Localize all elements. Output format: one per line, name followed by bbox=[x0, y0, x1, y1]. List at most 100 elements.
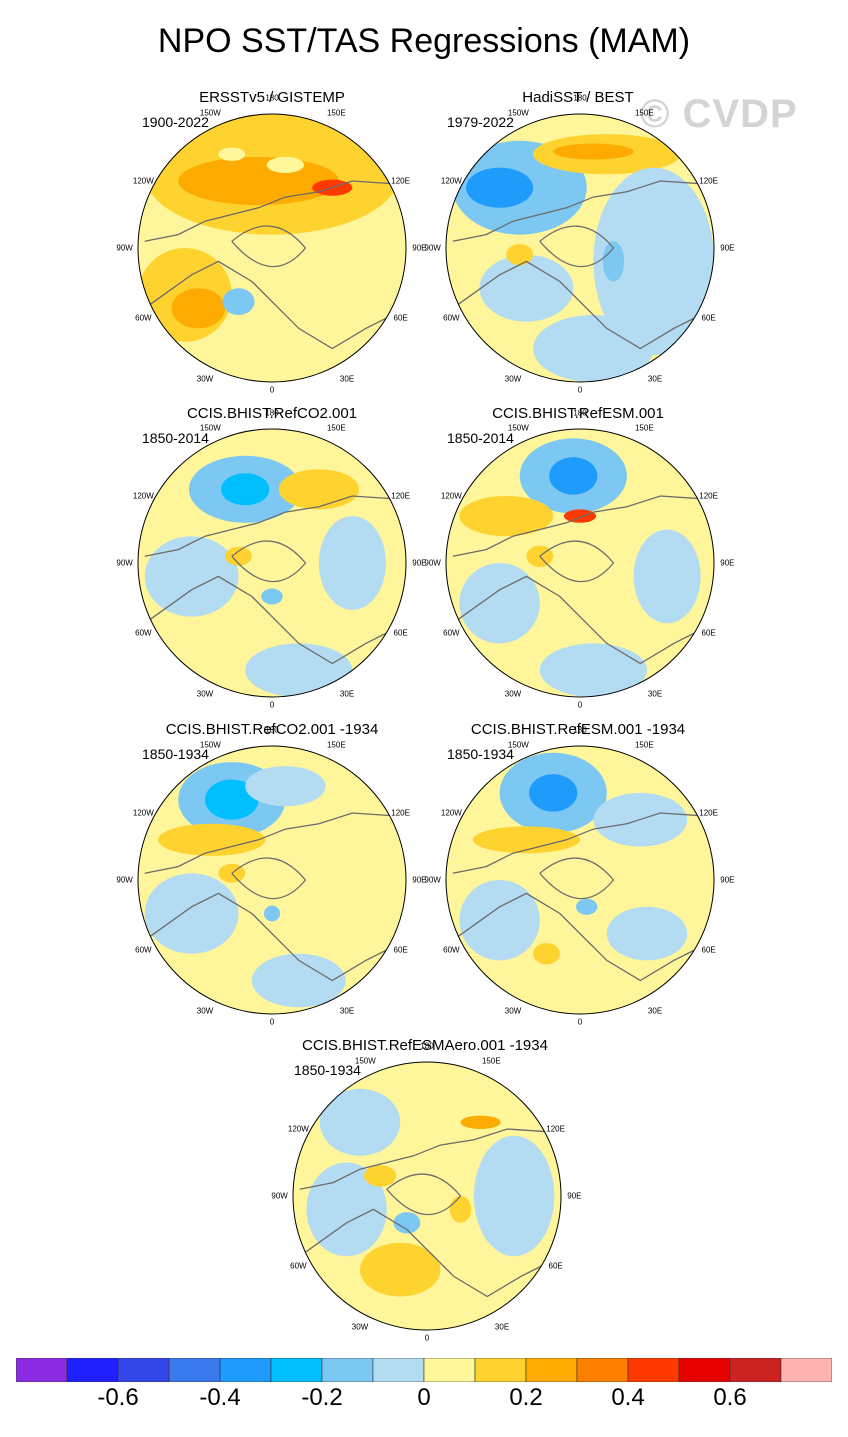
longitude-label: 120E bbox=[391, 176, 410, 186]
colorbar-swatch bbox=[525, 1358, 578, 1382]
colorbar-swatch bbox=[729, 1358, 782, 1382]
anomaly-region bbox=[459, 563, 540, 644]
longitude-label: 60E bbox=[701, 313, 716, 323]
colorbar-tick-label: 0.4 bbox=[611, 1384, 645, 1411]
longitude-label: 60W bbox=[135, 628, 152, 638]
anomaly-region bbox=[364, 1165, 397, 1187]
coastline bbox=[144, 180, 393, 242]
coastline bbox=[452, 575, 701, 665]
longitude-label: 0 bbox=[577, 385, 583, 395]
coastline bbox=[452, 495, 701, 557]
longitude-label: 180 bbox=[265, 725, 279, 735]
panel-title: CCIS.BHIST.RefESMAero.001 -1934 bbox=[302, 1037, 548, 1054]
panel-period: 1850-1934 bbox=[142, 746, 209, 762]
colorbar-swatch bbox=[627, 1358, 680, 1382]
colorbar-swatch bbox=[219, 1358, 272, 1382]
panel-period: 1850-1934 bbox=[447, 746, 514, 762]
longitude-label: 90E bbox=[412, 558, 427, 568]
panel-period: 1850-2014 bbox=[142, 430, 209, 446]
arctic-coastline bbox=[539, 857, 615, 900]
map-background bbox=[446, 429, 714, 697]
longitude-label: 60W bbox=[443, 945, 460, 955]
longitude-label: 120E bbox=[546, 1124, 565, 1134]
panel-period: 1900-2022 bbox=[142, 114, 209, 130]
coastline bbox=[452, 180, 701, 242]
longitude-label: 180 bbox=[573, 408, 587, 418]
anomaly-region bbox=[459, 880, 540, 961]
longitude-label: 150W bbox=[199, 108, 221, 118]
anomaly-region bbox=[526, 545, 554, 568]
arctic-coastline bbox=[386, 1173, 462, 1216]
anomaly-region bbox=[261, 588, 283, 605]
longitude-label: 150E bbox=[326, 423, 346, 433]
anomaly-region bbox=[553, 143, 634, 160]
panel-period: 1850-2014 bbox=[447, 430, 514, 446]
colorbar-swatch bbox=[270, 1358, 323, 1382]
longitude-label: 180 bbox=[420, 1041, 434, 1051]
anomaly-region bbox=[519, 438, 627, 514]
arctic-coastline bbox=[539, 540, 615, 583]
anomaly-region bbox=[563, 509, 597, 523]
longitude-label: 150W bbox=[507, 740, 529, 750]
anomaly-region bbox=[158, 823, 266, 856]
anomaly-region bbox=[472, 826, 580, 854]
colorbar-tick-label: -0.6 bbox=[97, 1384, 139, 1411]
longitude-label: 150E bbox=[326, 108, 346, 118]
anomaly-region bbox=[218, 147, 246, 161]
panel-period: 1979-2022 bbox=[447, 114, 514, 130]
anomaly-region bbox=[251, 953, 346, 1008]
longitude-label: 150E bbox=[326, 740, 346, 750]
longitude-label: 30W bbox=[504, 689, 522, 699]
longitude-label: 150E bbox=[634, 108, 654, 118]
longitude-label: 0 bbox=[269, 1017, 275, 1027]
map-border bbox=[445, 745, 715, 1015]
anomaly-region bbox=[479, 254, 574, 322]
longitude-label: 90W bbox=[271, 1191, 288, 1201]
anomaly-region bbox=[593, 167, 714, 356]
colorbar bbox=[16, 1358, 832, 1382]
colorbar-tick-label: -0.4 bbox=[199, 1384, 241, 1411]
anomaly-region bbox=[506, 243, 534, 266]
longitude-label: 30W bbox=[196, 1006, 214, 1016]
longitude-label: 30E bbox=[494, 1322, 510, 1332]
longitude-label: 90W bbox=[116, 875, 133, 885]
anomaly-region bbox=[606, 906, 688, 961]
map-background bbox=[138, 114, 406, 382]
longitude-label: 90E bbox=[720, 243, 735, 253]
longitude-label: 150W bbox=[507, 108, 529, 118]
longitude-label: 120W bbox=[440, 808, 462, 818]
longitude-label: 0 bbox=[577, 700, 583, 710]
map-border bbox=[445, 113, 715, 383]
colorbar-tick-label: 0.2 bbox=[509, 1384, 543, 1411]
map-background bbox=[138, 429, 406, 697]
anomaly-region bbox=[245, 766, 326, 807]
longitude-label: 90W bbox=[116, 243, 133, 253]
anomaly-region bbox=[218, 863, 246, 883]
colorbar-tick-label: -0.2 bbox=[301, 1384, 343, 1411]
longitude-label: 30W bbox=[504, 374, 522, 384]
anomaly-region bbox=[459, 495, 554, 537]
longitude-label: 60W bbox=[290, 1261, 307, 1271]
map-border bbox=[137, 113, 407, 383]
longitude-label: 60E bbox=[393, 945, 408, 955]
anomaly-region bbox=[413, 1082, 494, 1123]
colorbar-swatch bbox=[372, 1358, 425, 1382]
coastline bbox=[144, 812, 393, 874]
longitude-label: 30W bbox=[504, 1006, 522, 1016]
anomaly-region bbox=[533, 315, 654, 382]
panel-title: ERSSTv5 / GISTEMP bbox=[199, 89, 345, 106]
panel-title: CCIS.BHIST.RefESM.001 bbox=[492, 405, 664, 422]
longitude-label: 120W bbox=[440, 176, 462, 186]
longitude-label: 60E bbox=[393, 313, 408, 323]
longitude-label: 60E bbox=[393, 628, 408, 638]
anomaly-region bbox=[222, 288, 255, 315]
longitude-label: 30E bbox=[339, 689, 355, 699]
colorbar-swatch bbox=[16, 1358, 68, 1382]
longitude-label: 150E bbox=[634, 740, 654, 750]
longitude-label: 0 bbox=[269, 385, 275, 395]
colorbar-swatch bbox=[321, 1358, 374, 1382]
longitude-label: 150E bbox=[634, 423, 654, 433]
panel-title: CCIS.BHIST.RefESM.001 -1934 bbox=[470, 721, 686, 738]
